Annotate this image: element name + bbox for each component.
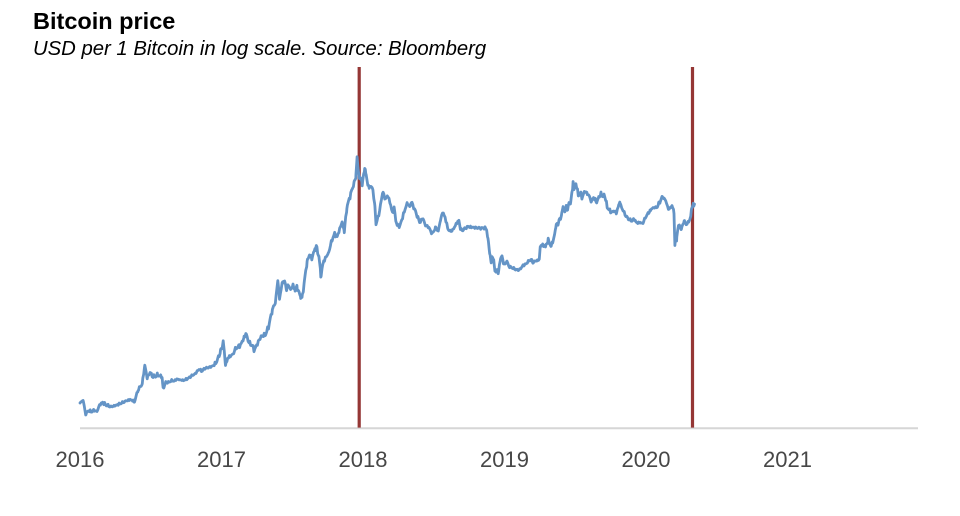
- svg-text:2021: 2021: [763, 447, 812, 472]
- svg-text:2017: 2017: [197, 447, 246, 472]
- svg-text:2018: 2018: [339, 447, 388, 472]
- svg-text:2019: 2019: [480, 447, 529, 472]
- svg-text:2020: 2020: [622, 447, 671, 472]
- svg-text:2016: 2016: [56, 447, 105, 472]
